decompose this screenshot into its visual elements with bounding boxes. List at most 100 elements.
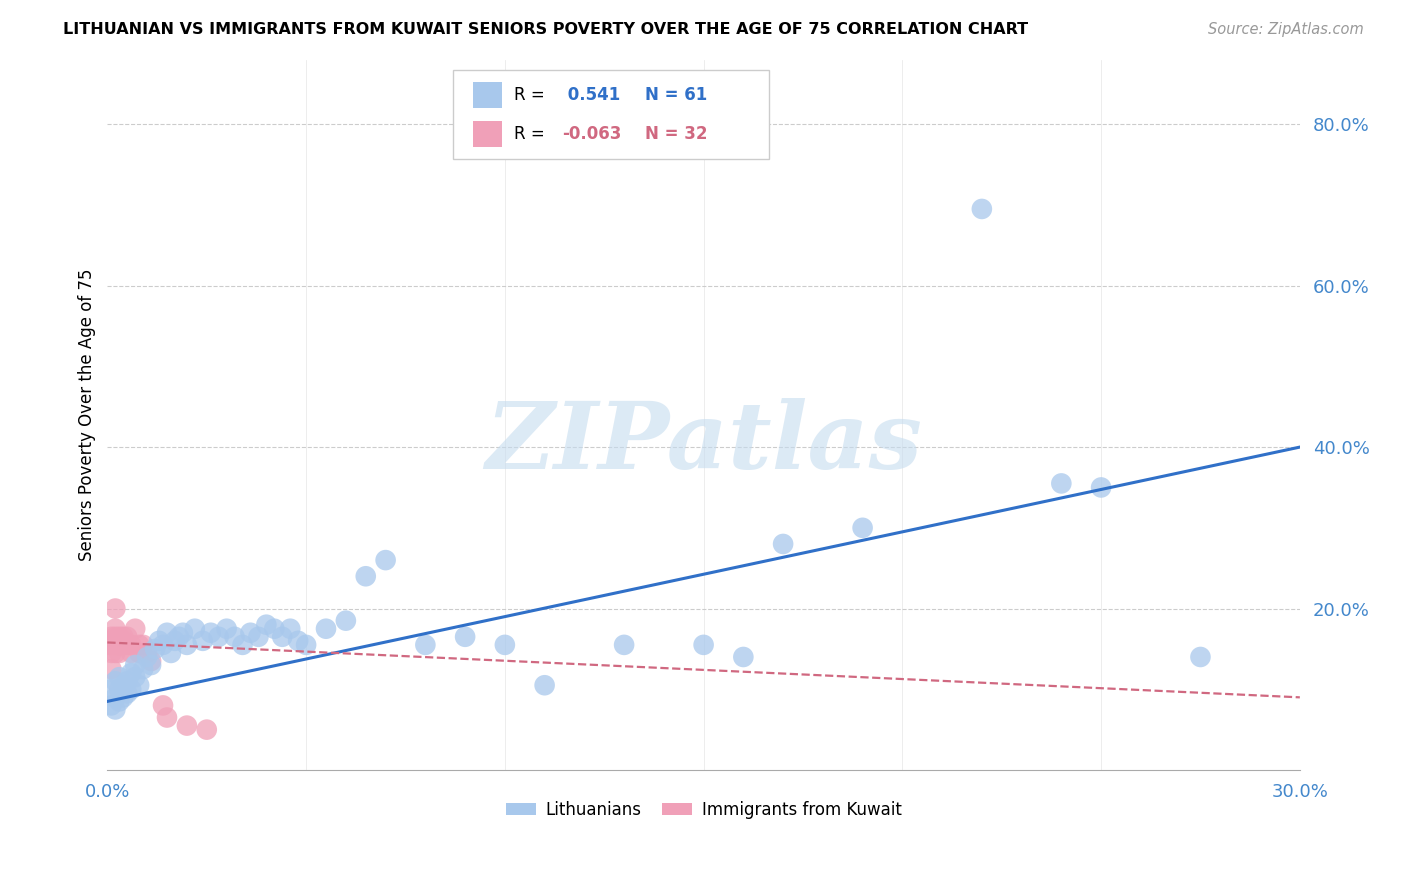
Point bbox=[208, 630, 231, 644]
Point bbox=[104, 630, 127, 644]
Point bbox=[354, 569, 377, 583]
Point bbox=[200, 625, 222, 640]
Point bbox=[132, 638, 155, 652]
Point bbox=[100, 682, 122, 697]
Point bbox=[108, 646, 131, 660]
Point bbox=[163, 633, 186, 648]
Point bbox=[124, 658, 146, 673]
Point bbox=[98, 638, 121, 652]
Point bbox=[970, 202, 993, 216]
Point bbox=[156, 710, 179, 724]
Point bbox=[1050, 476, 1073, 491]
Point bbox=[136, 650, 159, 665]
Point bbox=[112, 630, 135, 644]
Point bbox=[104, 638, 127, 652]
Point bbox=[1090, 480, 1112, 494]
Point bbox=[108, 638, 131, 652]
Point bbox=[415, 638, 437, 652]
Text: Source: ZipAtlas.com: Source: ZipAtlas.com bbox=[1208, 22, 1364, 37]
Point bbox=[315, 622, 337, 636]
Point bbox=[176, 718, 198, 732]
Text: R =: R = bbox=[515, 87, 544, 104]
Point bbox=[613, 638, 636, 652]
Point bbox=[239, 625, 262, 640]
Point bbox=[160, 646, 183, 660]
Point bbox=[335, 614, 357, 628]
Legend: Lithuanians, Immigrants from Kuwait: Lithuanians, Immigrants from Kuwait bbox=[499, 794, 908, 826]
Point bbox=[156, 625, 179, 640]
Point bbox=[152, 698, 174, 713]
Point bbox=[172, 625, 194, 640]
Point bbox=[136, 646, 159, 660]
Point bbox=[120, 646, 142, 660]
Point bbox=[247, 630, 270, 644]
Point bbox=[184, 622, 207, 636]
Text: 0.541: 0.541 bbox=[562, 87, 620, 104]
Point bbox=[374, 553, 396, 567]
Point bbox=[117, 686, 139, 700]
Point bbox=[195, 723, 218, 737]
Point bbox=[100, 638, 122, 652]
Text: ZIPatlas: ZIPatlas bbox=[485, 398, 922, 488]
Point bbox=[231, 638, 253, 652]
Point bbox=[100, 633, 122, 648]
Point bbox=[692, 638, 714, 652]
Point bbox=[124, 622, 146, 636]
Point bbox=[733, 650, 755, 665]
Point bbox=[104, 622, 127, 636]
Point bbox=[295, 638, 318, 652]
Point bbox=[104, 702, 127, 716]
Point bbox=[117, 630, 139, 644]
Point bbox=[772, 537, 794, 551]
Point bbox=[112, 690, 135, 705]
Point bbox=[104, 690, 127, 705]
Point bbox=[128, 646, 150, 660]
Point bbox=[104, 646, 127, 660]
Point bbox=[108, 638, 131, 652]
Text: N = 61: N = 61 bbox=[645, 87, 707, 104]
Point bbox=[278, 622, 301, 636]
Point bbox=[100, 662, 122, 676]
Point bbox=[120, 682, 142, 697]
Point bbox=[263, 622, 285, 636]
Point bbox=[139, 654, 162, 668]
Point bbox=[143, 641, 166, 656]
Point bbox=[254, 617, 277, 632]
Point bbox=[132, 662, 155, 676]
Point bbox=[852, 521, 875, 535]
FancyBboxPatch shape bbox=[453, 70, 769, 159]
Y-axis label: Seniors Poverty Over the Age of 75: Seniors Poverty Over the Age of 75 bbox=[79, 268, 96, 561]
Text: R =: R = bbox=[515, 125, 544, 144]
Point bbox=[139, 658, 162, 673]
Point bbox=[533, 678, 555, 692]
Point bbox=[1189, 650, 1212, 665]
Point bbox=[108, 630, 131, 644]
Point bbox=[287, 633, 309, 648]
Point bbox=[128, 638, 150, 652]
Point bbox=[224, 630, 246, 644]
Point bbox=[120, 666, 142, 681]
Point bbox=[112, 678, 135, 692]
Text: LITHUANIAN VS IMMIGRANTS FROM KUWAIT SENIORS POVERTY OVER THE AGE OF 75 CORRELAT: LITHUANIAN VS IMMIGRANTS FROM KUWAIT SEN… bbox=[63, 22, 1028, 37]
Point bbox=[100, 646, 122, 660]
Point bbox=[494, 638, 516, 652]
Point bbox=[454, 630, 477, 644]
Point bbox=[148, 633, 170, 648]
Point bbox=[152, 638, 174, 652]
Point bbox=[215, 622, 238, 636]
Point bbox=[167, 630, 190, 644]
Point bbox=[112, 633, 135, 648]
Point bbox=[128, 678, 150, 692]
Point bbox=[104, 674, 127, 689]
Point bbox=[108, 670, 131, 684]
Point bbox=[100, 698, 122, 713]
Point bbox=[117, 638, 139, 652]
Point bbox=[117, 674, 139, 689]
Bar bbox=[474, 121, 502, 147]
Point bbox=[100, 630, 122, 644]
Point bbox=[271, 630, 294, 644]
Point bbox=[191, 633, 214, 648]
Point bbox=[104, 601, 127, 615]
Point bbox=[124, 670, 146, 684]
Bar bbox=[474, 82, 502, 108]
